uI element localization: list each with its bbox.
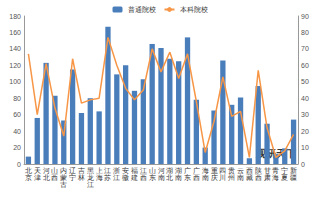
- svg-text:北: 北: [25, 167, 32, 174]
- svg-text:观研天下: 观研天下: [256, 147, 296, 159]
- svg-text:建: 建: [130, 174, 138, 181]
- svg-text:庆: 庆: [211, 174, 218, 181]
- svg-text:苏: 苏: [104, 174, 111, 181]
- svg-text:40: 40: [13, 128, 21, 135]
- svg-text:州: 州: [228, 174, 235, 181]
- svg-text:天: 天: [34, 167, 41, 174]
- svg-text:新: 新: [290, 167, 297, 174]
- svg-text:海: 海: [272, 174, 279, 181]
- svg-text:南: 南: [175, 174, 182, 181]
- svg-text:宁: 宁: [281, 167, 288, 174]
- svg-text:南: 南: [237, 174, 244, 181]
- svg-text:河: 河: [43, 167, 50, 174]
- svg-text:浙: 浙: [113, 167, 120, 174]
- svg-text:西: 西: [51, 174, 58, 181]
- svg-text:青: 青: [272, 167, 279, 174]
- svg-text:西: 西: [140, 174, 147, 181]
- svg-text:北: 北: [43, 174, 50, 181]
- svg-text:湖: 湖: [166, 167, 173, 174]
- svg-text:龙: 龙: [87, 174, 94, 181]
- svg-text:重: 重: [211, 167, 218, 174]
- svg-text:四: 四: [219, 167, 226, 174]
- svg-text:河: 河: [158, 167, 165, 174]
- svg-text:陕: 陕: [255, 167, 262, 174]
- svg-text:南: 南: [158, 174, 165, 181]
- svg-text:20: 20: [13, 144, 21, 151]
- svg-text:70: 70: [301, 45, 309, 52]
- svg-text:甘: 甘: [264, 167, 271, 174]
- svg-text:60: 60: [13, 111, 21, 118]
- svg-text:徽: 徽: [122, 174, 129, 182]
- svg-text:100: 100: [9, 78, 21, 85]
- svg-text:10: 10: [301, 144, 309, 151]
- svg-text:肃: 肃: [264, 174, 271, 182]
- svg-text:40: 40: [301, 95, 309, 102]
- svg-text:内: 内: [60, 167, 67, 174]
- svg-text:福: 福: [131, 167, 138, 174]
- svg-text:50: 50: [301, 78, 309, 85]
- svg-text:20: 20: [301, 128, 309, 135]
- svg-text:山: 山: [51, 167, 58, 174]
- svg-text:东: 东: [149, 174, 156, 181]
- svg-text:江: 江: [104, 167, 111, 174]
- svg-text:贵: 贵: [228, 167, 236, 174]
- svg-text:西: 西: [255, 174, 262, 181]
- svg-text:0: 0: [301, 161, 305, 168]
- svg-text:疆: 疆: [290, 174, 297, 181]
- svg-text:东: 东: [184, 174, 191, 181]
- svg-text:川: 川: [219, 174, 226, 181]
- svg-text:海: 海: [202, 167, 209, 174]
- svg-text:普通院校: 普通院校: [128, 5, 156, 13]
- svg-text:安: 安: [122, 167, 129, 174]
- svg-text:160: 160: [9, 29, 21, 36]
- svg-text:海: 海: [96, 174, 103, 181]
- svg-text:湖: 湖: [175, 167, 182, 174]
- svg-text:广: 广: [193, 167, 200, 174]
- svg-text:江: 江: [113, 174, 120, 181]
- svg-text:北: 北: [166, 174, 173, 181]
- svg-text:30: 30: [301, 111, 309, 118]
- svg-text:西: 西: [193, 174, 200, 181]
- svg-text:黑: 黑: [87, 167, 94, 174]
- svg-text:夏: 夏: [281, 174, 288, 181]
- svg-text:蒙: 蒙: [60, 174, 67, 181]
- svg-text:云: 云: [237, 167, 244, 174]
- svg-text:120: 120: [9, 62, 21, 69]
- svg-text:藏: 藏: [246, 174, 253, 181]
- svg-text:本科院校: 本科院校: [180, 6, 208, 13]
- svg-text:京: 京: [25, 174, 32, 181]
- svg-text:90: 90: [301, 13, 309, 20]
- svg-text:60: 60: [301, 62, 309, 69]
- svg-text:140: 140: [9, 45, 21, 52]
- svg-text:180: 180: [9, 13, 21, 20]
- svg-text:山: 山: [149, 167, 156, 174]
- svg-text:上: 上: [96, 167, 103, 174]
- svg-text:辽: 辽: [69, 167, 76, 174]
- svg-text:80: 80: [301, 29, 309, 36]
- svg-text:江: 江: [87, 181, 94, 188]
- svg-text:林: 林: [77, 174, 85, 181]
- svg-text:南: 南: [202, 174, 209, 181]
- svg-text:吉: 吉: [78, 167, 85, 174]
- svg-text:江: 江: [140, 167, 147, 174]
- svg-text:0: 0: [17, 161, 21, 168]
- svg-text:宁: 宁: [69, 174, 76, 181]
- svg-text:津: 津: [34, 174, 41, 181]
- svg-text:西: 西: [246, 167, 253, 174]
- svg-text:广: 广: [184, 167, 191, 174]
- svg-text:80: 80: [13, 95, 21, 102]
- svg-text:古: 古: [60, 181, 67, 188]
